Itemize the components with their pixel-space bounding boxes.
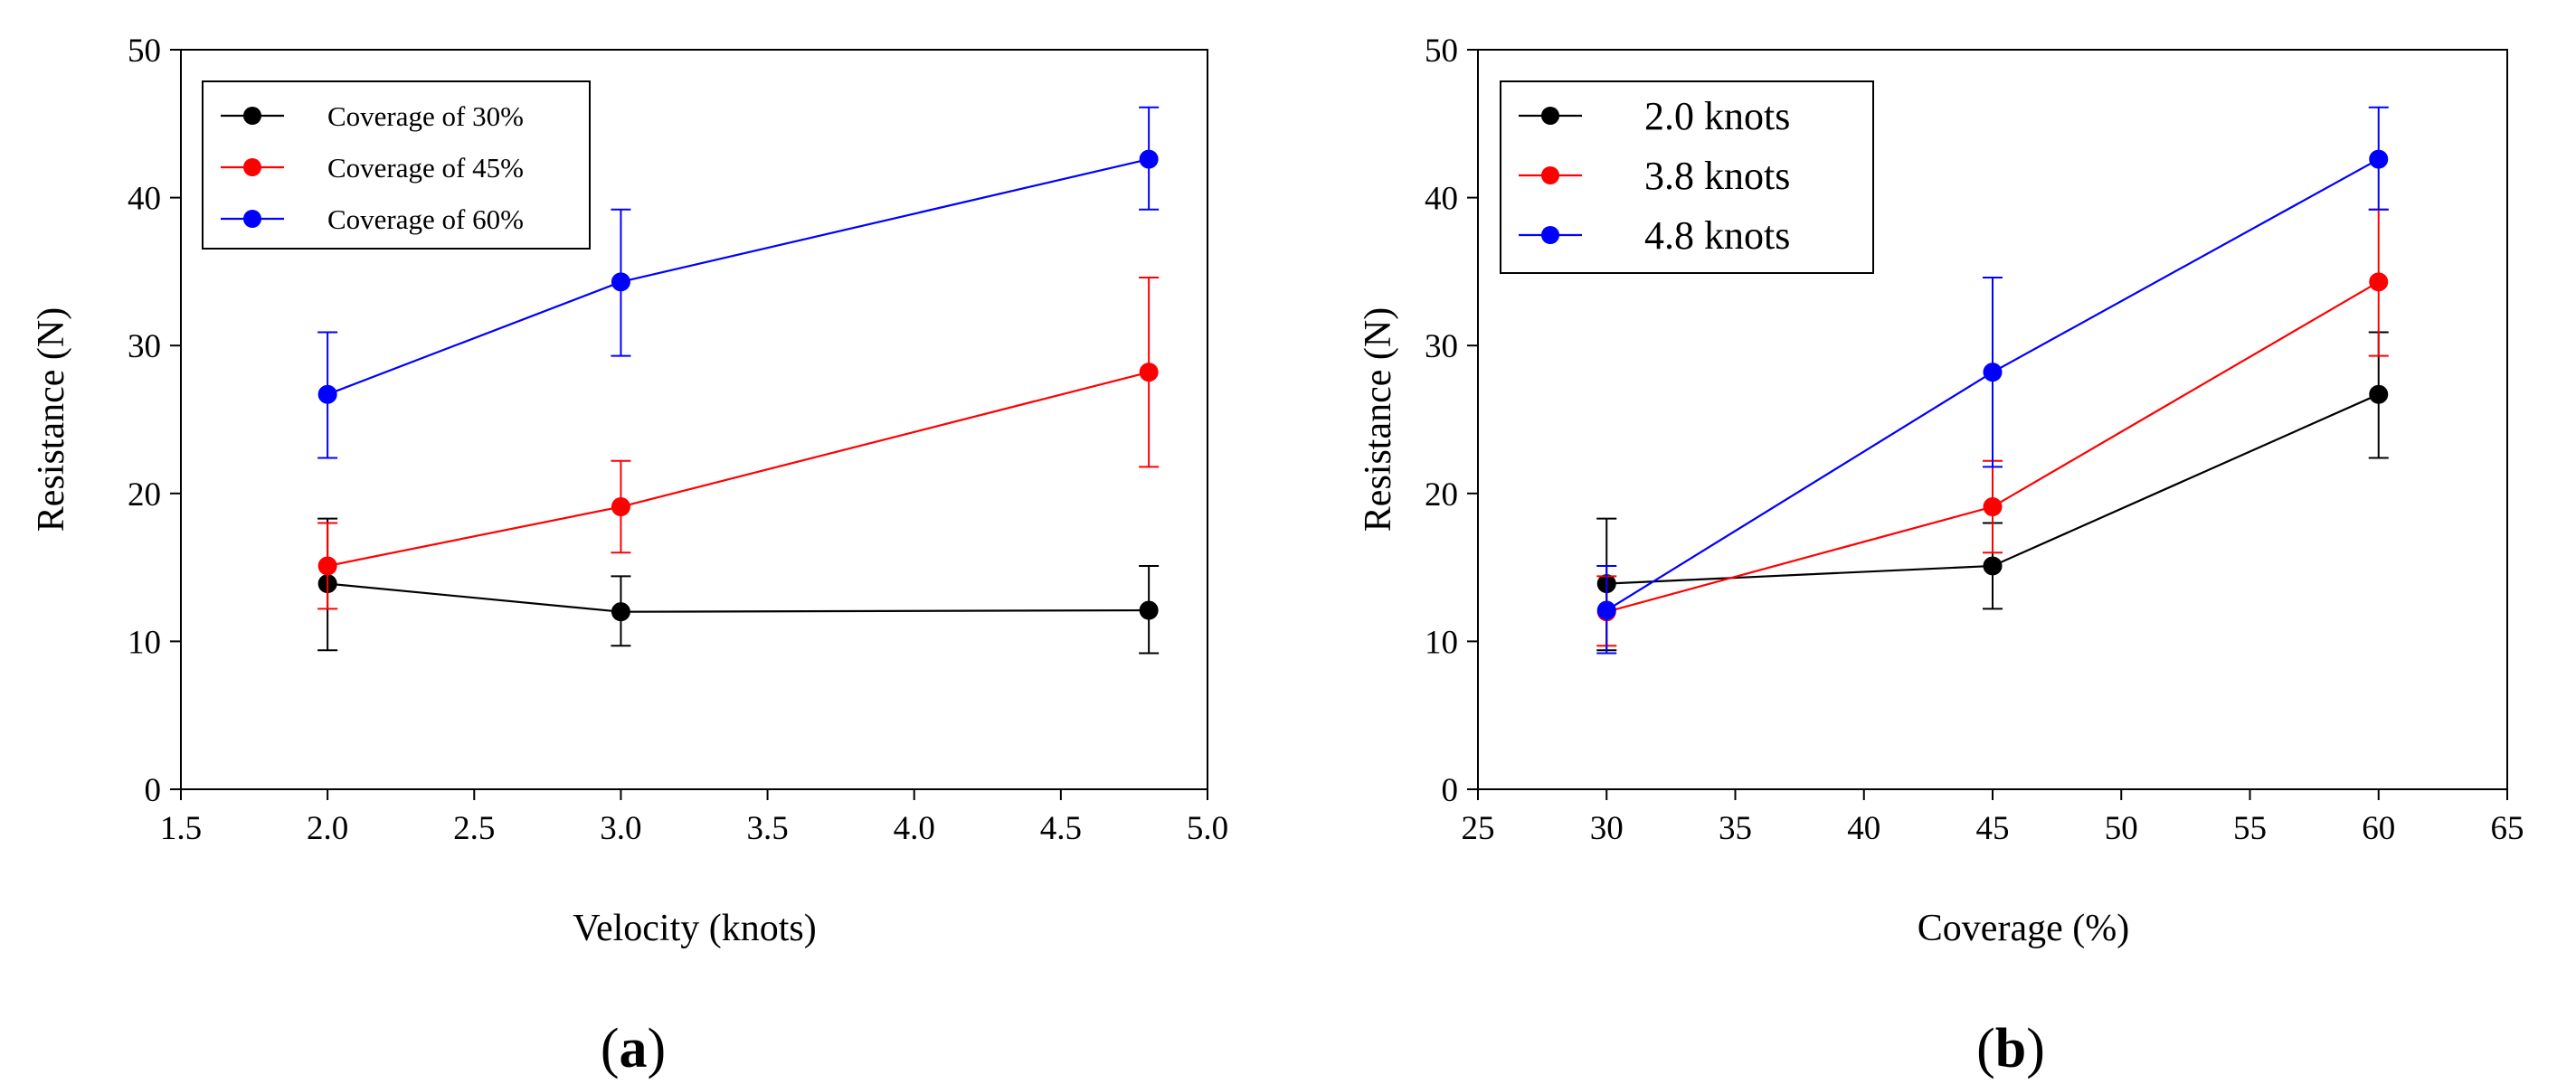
- y-tick-label-b: 50: [1425, 33, 1458, 70]
- x-ticks-a: 1.5 2.0 2.5 3.0 3.5 4.0 4.5 5.0: [160, 789, 1228, 847]
- series-group-b: [1596, 106, 2389, 655]
- legend-marker-2: [1541, 166, 1559, 184]
- legend-label-1: Coverage of 30%: [327, 100, 524, 132]
- legend-label-3: 4.8 knots: [1644, 213, 1790, 258]
- data-point: [2369, 149, 2389, 169]
- legend-marker-3: [243, 210, 261, 228]
- legend-label-3: Coverage of 60%: [327, 203, 524, 235]
- x-axis-label-b: Coverage (%): [1918, 908, 2129, 949]
- y-ticks-b: 0 10 20 30 40 50: [1425, 33, 1478, 809]
- data-point: [1139, 363, 1159, 382]
- y-tick-label-b: 20: [1425, 476, 1458, 514]
- legend-box-a: [202, 80, 591, 250]
- panel-letter-b: b: [1995, 1018, 2026, 1079]
- legend-marker-1: [243, 107, 261, 125]
- data-point: [611, 497, 630, 517]
- data-point: [2369, 272, 2389, 292]
- panel-a: 1.5 2.0 2.5 3.0 3.5 4.0 4.5 5.0 0 10 20 30 40 50 Cov…: [31, 33, 1228, 1079]
- data-point: [1983, 497, 2003, 517]
- panel-letter-a: a: [620, 1018, 648, 1079]
- x-tick-label-b: 45: [1976, 810, 2010, 847]
- legend-b: 2.0 knots 3.8 knots 4.8 knots: [1500, 80, 1874, 274]
- y-tick-label-a: 20: [128, 476, 161, 514]
- series-line-1: [327, 582, 1150, 613]
- x-tick-label-a: 4.0: [894, 810, 935, 847]
- x-tick-label-b: 30: [1590, 810, 1624, 847]
- y-tick-label-b: 0: [1442, 772, 1459, 809]
- x-tick-label-a: 5.0: [1187, 810, 1228, 847]
- y-ticks-a: 0 10 20 30 40 50: [128, 33, 181, 809]
- x-tick-label-a: 3.0: [600, 810, 641, 847]
- legend-label-1: 2.0 knots: [1644, 94, 1790, 138]
- y-tick-label-b: 30: [1425, 328, 1458, 365]
- legend-a: Coverage of 30% Coverage of 45% Coverage o…: [202, 80, 591, 250]
- data-point: [1596, 600, 1616, 620]
- data-point: [2369, 384, 2389, 404]
- panel-b: 25 30 35 40 45 50 55 60 65 0 10 20 30 40 50 2.0 knots…: [1358, 33, 2524, 1079]
- data-point: [1139, 149, 1159, 169]
- x-tick-label-b: 50: [2105, 810, 2138, 847]
- x-ticks-b: 25 30 35 40 45 50 55 60 65: [1462, 789, 2524, 847]
- legend-marker-3: [1541, 226, 1559, 244]
- x-tick-label-a: 2.5: [453, 810, 495, 847]
- x-tick-label-a: 1.5: [160, 810, 202, 847]
- x-tick-label-a: 3.5: [746, 810, 788, 847]
- panel-label-b: (b): [1976, 1018, 2045, 1079]
- data-point: [1983, 556, 2003, 576]
- x-tick-label-a: 2.0: [307, 810, 348, 847]
- data-point: [317, 384, 337, 404]
- y-tick-label-b: 40: [1425, 181, 1458, 218]
- x-tick-label-b: 25: [1462, 810, 1495, 847]
- x-tick-label-b: 65: [2491, 810, 2524, 847]
- legend-box-b: [1500, 80, 1874, 274]
- x-tick-label-a: 4.5: [1040, 810, 1082, 847]
- y-tick-label-a: 10: [128, 624, 161, 661]
- y-axis-label-b: Resistance (N): [1358, 307, 1399, 532]
- data-point: [1983, 363, 2003, 382]
- plot-frame-a: [180, 49, 1208, 790]
- x-tick-label-b: 60: [2362, 810, 2395, 847]
- x-axis-label-a: Velocity (knots): [573, 908, 816, 949]
- legend-label-2: Coverage of 45%: [327, 152, 524, 184]
- legend-label-2: 3.8 knots: [1644, 154, 1790, 198]
- data-point: [317, 556, 337, 576]
- y-tick-label-b: 10: [1425, 624, 1458, 661]
- x-tick-label-b: 55: [2233, 810, 2267, 847]
- y-tick-label-a: 0: [145, 772, 162, 809]
- x-tick-label-b: 35: [1719, 810, 1752, 847]
- data-point: [611, 272, 630, 292]
- series-line-2: [327, 371, 1150, 568]
- y-tick-label-a: 50: [128, 33, 161, 70]
- x-tick-label-b: 40: [1847, 810, 1880, 847]
- series-group-a: [317, 106, 1160, 655]
- legend-marker-1: [1541, 107, 1559, 125]
- y-axis-label-a: Resistance (N): [31, 307, 72, 532]
- legend-marker-2: [243, 158, 261, 176]
- panel-label-a: (a): [601, 1018, 666, 1079]
- y-tick-label-a: 30: [128, 328, 161, 365]
- data-point: [611, 602, 630, 622]
- data-point: [1139, 600, 1159, 620]
- y-tick-label-a: 40: [128, 181, 161, 218]
